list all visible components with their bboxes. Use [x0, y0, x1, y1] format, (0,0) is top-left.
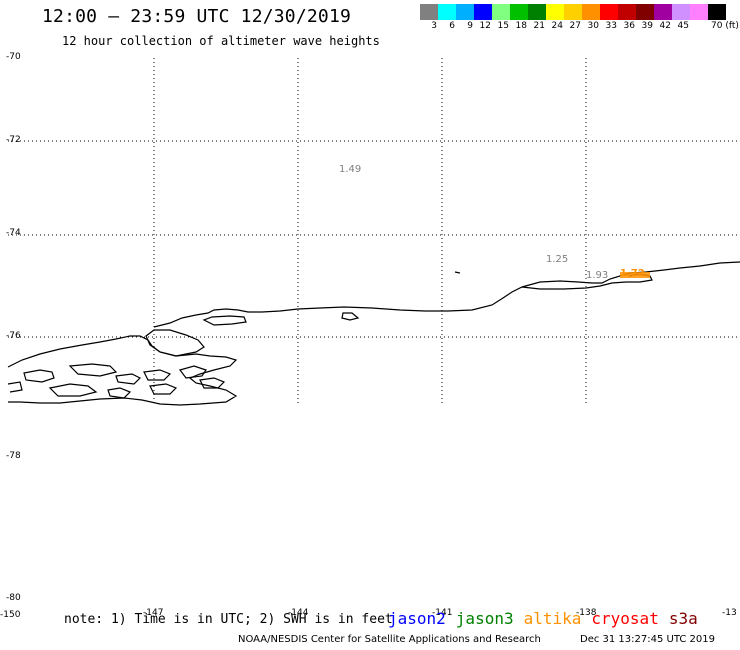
legend-swatch: [672, 4, 690, 20]
satellite-name: cryosat: [591, 609, 659, 628]
legend-swatch: [474, 4, 492, 20]
legend-bin-label: 30: [587, 21, 599, 31]
legend-swatch: [492, 4, 510, 20]
coast-lower-shelf: [145, 329, 205, 357]
coast-loop-mid: [202, 315, 247, 326]
legend-bin-label: 21: [533, 21, 545, 31]
lon-label: -141: [432, 608, 453, 618]
legend-swatch: [690, 4, 708, 20]
island-9: [149, 383, 178, 395]
lat-label: -78: [6, 451, 21, 461]
coastline: [7, 261, 740, 406]
island-4: [48, 383, 98, 397]
legend-swatch: [600, 4, 618, 20]
legend-bin-label: 9: [467, 21, 473, 31]
wave-height-label: 1.49: [339, 164, 362, 175]
satellite-name: jason2: [388, 609, 446, 628]
legend-bin-label: 15: [497, 21, 509, 31]
satellite-legend: jason2 jason3 altika cryosat s3a: [388, 609, 698, 628]
legend-bin-label: 27: [569, 21, 581, 31]
legend-bin-label: 42: [659, 21, 671, 31]
lon-label: -147: [143, 608, 164, 618]
satellite-name: altika: [523, 609, 582, 628]
legend-swatch: [564, 4, 582, 20]
satellite-name: jason3: [455, 609, 514, 628]
lat-label: -76: [6, 331, 21, 341]
legend-swatch: [654, 4, 672, 20]
legend-bin-label: 36: [623, 21, 635, 31]
legend-swatch: [618, 4, 636, 20]
lon-label: -138: [576, 608, 597, 618]
legend-bin-label: 6: [449, 21, 455, 31]
generated-timestamp: Dec 31 13:27:45 UTC 2019: [580, 634, 715, 645]
wave-height-label: 1.72: [620, 268, 645, 279]
legend-swatch: [528, 4, 546, 20]
island-10: [7, 381, 23, 393]
legend-swatch: [636, 4, 654, 20]
wave-height-label: 1.93: [586, 270, 609, 281]
legend-bin-label: 33: [605, 21, 617, 31]
lat-label: -70: [6, 52, 21, 62]
color-legend-labels: 3 6 9 12 15 18 21 24 27 30 33 36 39 42 45: [420, 21, 690, 31]
legend-bin-label: 45: [677, 21, 689, 31]
credit-line: NOAA/NESDIS Center for Satellite Applica…: [238, 634, 541, 645]
grid-lines: [8, 58, 740, 406]
legend-bin-label: 12: [479, 21, 491, 31]
legend-swatch: [456, 4, 474, 20]
lat-label: -80: [6, 593, 21, 603]
legend-bin-label: 18: [515, 21, 527, 31]
legend-bin-label: 3: [431, 21, 437, 31]
legend-swatch: [420, 4, 438, 20]
island-1: [23, 369, 55, 383]
island-2: [68, 363, 118, 377]
chart-title: 12:00 – 23:59 UTC 12/30/2019: [42, 6, 352, 27]
island-7: [199, 377, 226, 389]
legend-swatch: [582, 4, 600, 20]
island-11: [454, 271, 461, 274]
legend-swatch: [510, 4, 528, 20]
legend-unit-label: 70 (ft): [711, 21, 739, 31]
altika-track: [620, 272, 650, 278]
satellite-name: s3a: [668, 609, 698, 628]
lon-label: -144: [288, 608, 309, 618]
chart-subtitle: 12 hour collection of altimeter wave hei…: [62, 34, 380, 48]
legend-swatch: [438, 4, 456, 20]
wave-height-label: 1.25: [546, 254, 569, 265]
lat-label: -72: [6, 135, 21, 145]
lon-label: -13: [722, 608, 737, 618]
footer-note: note: 1) Time is in UTC; 2) SWH is in fe…: [64, 612, 393, 627]
coast-loop-small: [341, 312, 360, 321]
island-3: [143, 369, 172, 381]
color-legend: [420, 4, 726, 20]
legend-bin-label: 39: [641, 21, 653, 31]
legend-bin-label: 24: [551, 21, 563, 31]
lon-label: -150: [0, 610, 21, 620]
lat-label: -74: [6, 228, 21, 238]
island-6: [178, 365, 207, 379]
island-5: [115, 373, 142, 385]
legend-swatch: [546, 4, 564, 20]
legend-swatch: [708, 4, 726, 20]
island-8: [107, 387, 132, 399]
wave-height-marker: [620, 272, 650, 278]
